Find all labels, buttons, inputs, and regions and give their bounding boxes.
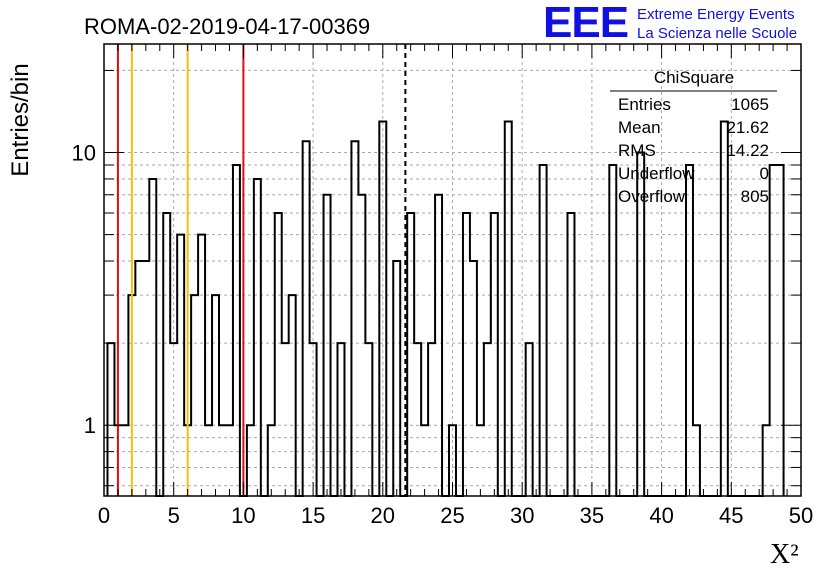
histogram-bin bbox=[721, 121, 728, 496]
histogram-bin bbox=[770, 165, 777, 496]
histogram-bin bbox=[358, 195, 365, 496]
stats-box: ChiSquare Entries 1065 Mean 21.62 RMS 14.22 Un… bbox=[610, 68, 777, 206]
x-tick-label: 10 bbox=[231, 503, 255, 528]
x-tick-label: 15 bbox=[301, 503, 325, 528]
logo-line2: La Scienza nelle Scuole bbox=[637, 25, 797, 42]
stats-rows: Entries 1065 Mean 21.62 RMS 14.22 Underflow 0 Ov… bbox=[618, 95, 769, 206]
stats-row-label: Entries bbox=[618, 95, 671, 114]
stats-row-value: 21.62 bbox=[726, 118, 769, 137]
stats-row-label: RMS bbox=[618, 141, 656, 160]
stats-row-label: Mean bbox=[618, 118, 661, 137]
histogram-bin bbox=[414, 343, 421, 496]
axes bbox=[103, 43, 802, 497]
histogram-bin bbox=[275, 213, 282, 496]
grid-lines bbox=[104, 44, 801, 496]
chart-title: ROMA-02-2019-04-17-00369 bbox=[84, 14, 370, 39]
histogram-bin bbox=[254, 179, 261, 496]
histogram-bin bbox=[310, 343, 317, 496]
histogram-bin bbox=[135, 261, 142, 496]
histogram-bin bbox=[198, 235, 205, 496]
histogram-bin bbox=[505, 121, 512, 496]
histogram-outline bbox=[106, 120, 785, 497]
histogram-bin bbox=[407, 213, 414, 496]
histogram-bin bbox=[435, 195, 442, 496]
x-tick-label: 5 bbox=[168, 503, 180, 528]
x-tick-label: 50 bbox=[789, 503, 813, 528]
histogram-bin bbox=[337, 343, 344, 496]
stats-title: ChiSquare bbox=[654, 68, 734, 87]
stats-row-label: Underflow bbox=[618, 164, 695, 183]
histogram-bin bbox=[540, 165, 547, 496]
marker-lines bbox=[116, 44, 407, 496]
histogram-bin bbox=[568, 213, 575, 496]
x-tick-label: 25 bbox=[440, 503, 464, 528]
x-tick-label: 40 bbox=[649, 503, 673, 528]
histogram-bin bbox=[491, 213, 498, 496]
y-tick-label: 1 bbox=[84, 413, 96, 438]
histogram-bin bbox=[686, 165, 693, 496]
histogram-bin bbox=[282, 343, 289, 496]
histogram-bin bbox=[170, 343, 177, 496]
histogram-bin bbox=[526, 343, 533, 496]
histogram-bin bbox=[191, 295, 198, 496]
histogram-bin bbox=[428, 343, 435, 496]
x-axis-label: X² bbox=[770, 539, 799, 570]
stats-row-value: 1065 bbox=[731, 95, 769, 114]
histogram-bin bbox=[470, 261, 477, 496]
logo-line1: Extreme Energy Events bbox=[637, 6, 795, 23]
histogram-bin bbox=[777, 165, 784, 496]
logo-mark: EEE bbox=[543, 0, 628, 47]
x-tick-label: 35 bbox=[580, 503, 604, 528]
stats-row-value: 805 bbox=[741, 187, 769, 206]
histogram-bin bbox=[324, 195, 331, 496]
histogram-bin bbox=[609, 165, 616, 496]
histogram-bin bbox=[163, 213, 170, 496]
histogram-bin bbox=[149, 179, 156, 496]
histogram-bin bbox=[365, 343, 372, 496]
histogram-bin bbox=[289, 295, 296, 496]
eee-logo: EEE Extreme Energy Events La Scienza nel… bbox=[543, 0, 797, 47]
y-axis-label: Entries/bin bbox=[7, 63, 34, 176]
stats-row-value: 14.22 bbox=[726, 141, 769, 160]
histogram-bin bbox=[212, 295, 219, 496]
histogram-bin bbox=[142, 261, 149, 496]
stats-row-label: Overflow bbox=[618, 187, 686, 206]
histogram-bin bbox=[233, 165, 240, 496]
histogram-bin bbox=[107, 343, 114, 496]
x-tick-label: 0 bbox=[98, 503, 110, 528]
histogram-bars bbox=[106, 120, 785, 497]
x-tick-label: 30 bbox=[510, 503, 534, 528]
stats-row-value: 0 bbox=[760, 164, 769, 183]
x-tick-label: 20 bbox=[371, 503, 395, 528]
tick-labels: 0 5 10 15 20 25 30 35 40 45 50 1 10 bbox=[72, 141, 814, 528]
x-tick-label: 45 bbox=[719, 503, 743, 528]
histogram-bin bbox=[177, 235, 184, 496]
histogram-bin bbox=[484, 343, 491, 496]
histogram-bin bbox=[463, 213, 470, 496]
histogram-bin bbox=[393, 261, 400, 496]
y-tick-label: 10 bbox=[72, 141, 96, 166]
